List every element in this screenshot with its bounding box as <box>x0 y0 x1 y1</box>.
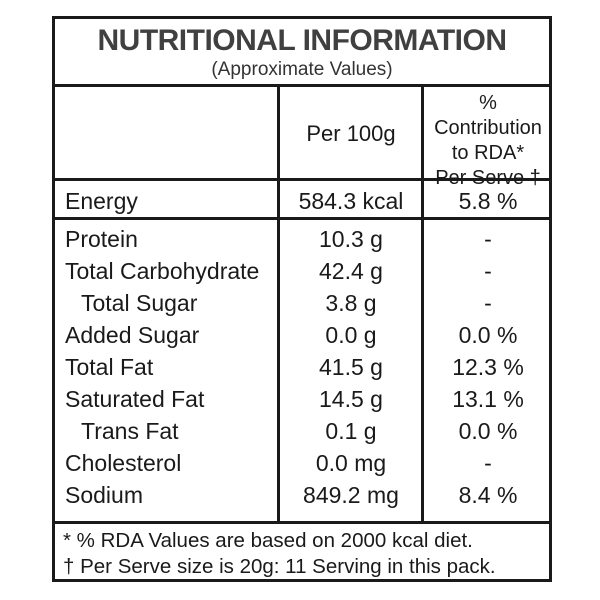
row-name-protein: Protein <box>65 226 138 252</box>
row-value-sodium: 849.2 mg <box>303 482 399 508</box>
header-rda-line2: to RDA* <box>451 142 525 164</box>
energy-divider <box>55 217 549 220</box>
label-subtitle: (Approximate Values) <box>211 59 393 80</box>
row-rda-total-sugar: - <box>484 290 492 316</box>
row-value-cholesterol: 0.0 mg <box>315 450 387 476</box>
row-value-total-fat: 41.5 g <box>319 354 383 380</box>
header-rda-line1: % Contribution <box>434 92 542 139</box>
title-box: NUTRITIONAL INFORMATION (Approximate Val… <box>55 19 549 87</box>
footnote-serve-size: † Per Serve size is 20g: 11 Serving in t… <box>63 555 496 578</box>
label-title: NUTRITIONAL INFORMATION <box>97 24 507 57</box>
energy-value: 584.3 kcal <box>298 188 404 214</box>
row-rda-protein: - <box>484 226 492 252</box>
row-value-total-carbohydrate: 42.4 g <box>319 258 383 284</box>
footnote-rda: * % RDA Values are based on 2000 kcal di… <box>63 529 473 552</box>
header-divider <box>55 178 549 181</box>
row-rda-total-fat: 12.3 % <box>452 354 524 380</box>
header-rda: % Contribution to RDA* Per Serve † <box>424 91 552 191</box>
row-value-protein: 10.3 g <box>319 226 383 252</box>
energy-rda: 5.8 % <box>458 188 518 214</box>
row-name-trans-fat: Trans Fat <box>81 418 179 444</box>
energy-name: Energy <box>65 188 138 214</box>
row-name-sodium: Sodium <box>65 482 143 508</box>
column-divider-left <box>277 87 280 524</box>
row-name-saturated-fat: Saturated Fat <box>65 386 205 412</box>
row-rda-total-carbohydrate: - <box>484 258 492 284</box>
row-value-total-sugar: 3.8 g <box>325 290 377 316</box>
row-name-total-sugar: Total Sugar <box>81 290 198 316</box>
row-rda-saturated-fat: 13.1 % <box>452 386 524 412</box>
row-rda-sodium: 8.4 % <box>458 482 518 508</box>
row-value-trans-fat: 0.1 g <box>325 418 377 444</box>
row-rda-added-sugar: 0.0 % <box>458 322 518 348</box>
row-name-total-fat: Total Fat <box>65 354 154 380</box>
row-rda-trans-fat: 0.0 % <box>458 418 518 444</box>
row-name-total-carbohydrate: Total Carbohydrate <box>65 258 260 284</box>
row-rda-cholesterol: - <box>484 450 492 476</box>
row-name-added-sugar: Added Sugar <box>65 322 200 348</box>
header-per-100g: Per 100g <box>306 121 396 146</box>
row-value-added-sugar: 0.0 g <box>325 322 377 348</box>
row-name-cholesterol: Cholesterol <box>65 450 182 476</box>
column-divider-right <box>421 87 424 524</box>
row-value-saturated-fat: 14.5 g <box>319 386 383 412</box>
footnote-divider <box>55 521 549 524</box>
nutrition-label: NUTRITIONAL INFORMATION (Approximate Val… <box>52 16 552 582</box>
